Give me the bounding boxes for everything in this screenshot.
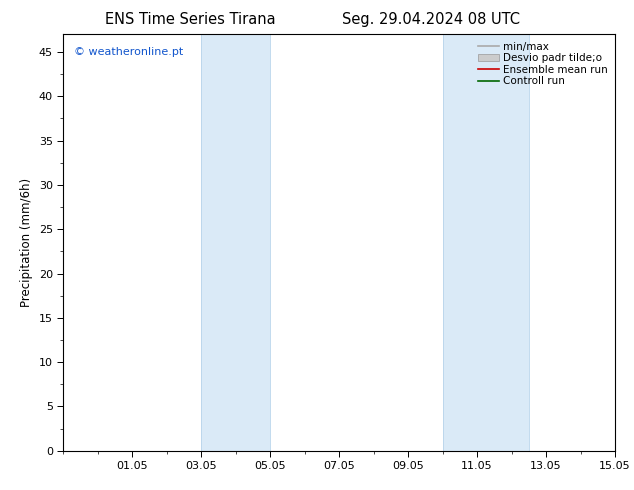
Legend: min/max, Desvio padr tilde;o, Ensemble mean run, Controll run: min/max, Desvio padr tilde;o, Ensemble m… [474,37,612,91]
Text: © weatheronline.pt: © weatheronline.pt [74,47,184,57]
Text: Seg. 29.04.2024 08 UTC: Seg. 29.04.2024 08 UTC [342,12,520,27]
Y-axis label: Precipitation (mm/6h): Precipitation (mm/6h) [20,178,34,307]
Text: ENS Time Series Tirana: ENS Time Series Tirana [105,12,276,27]
Bar [443,34,529,451]
Bar [202,34,270,451]
